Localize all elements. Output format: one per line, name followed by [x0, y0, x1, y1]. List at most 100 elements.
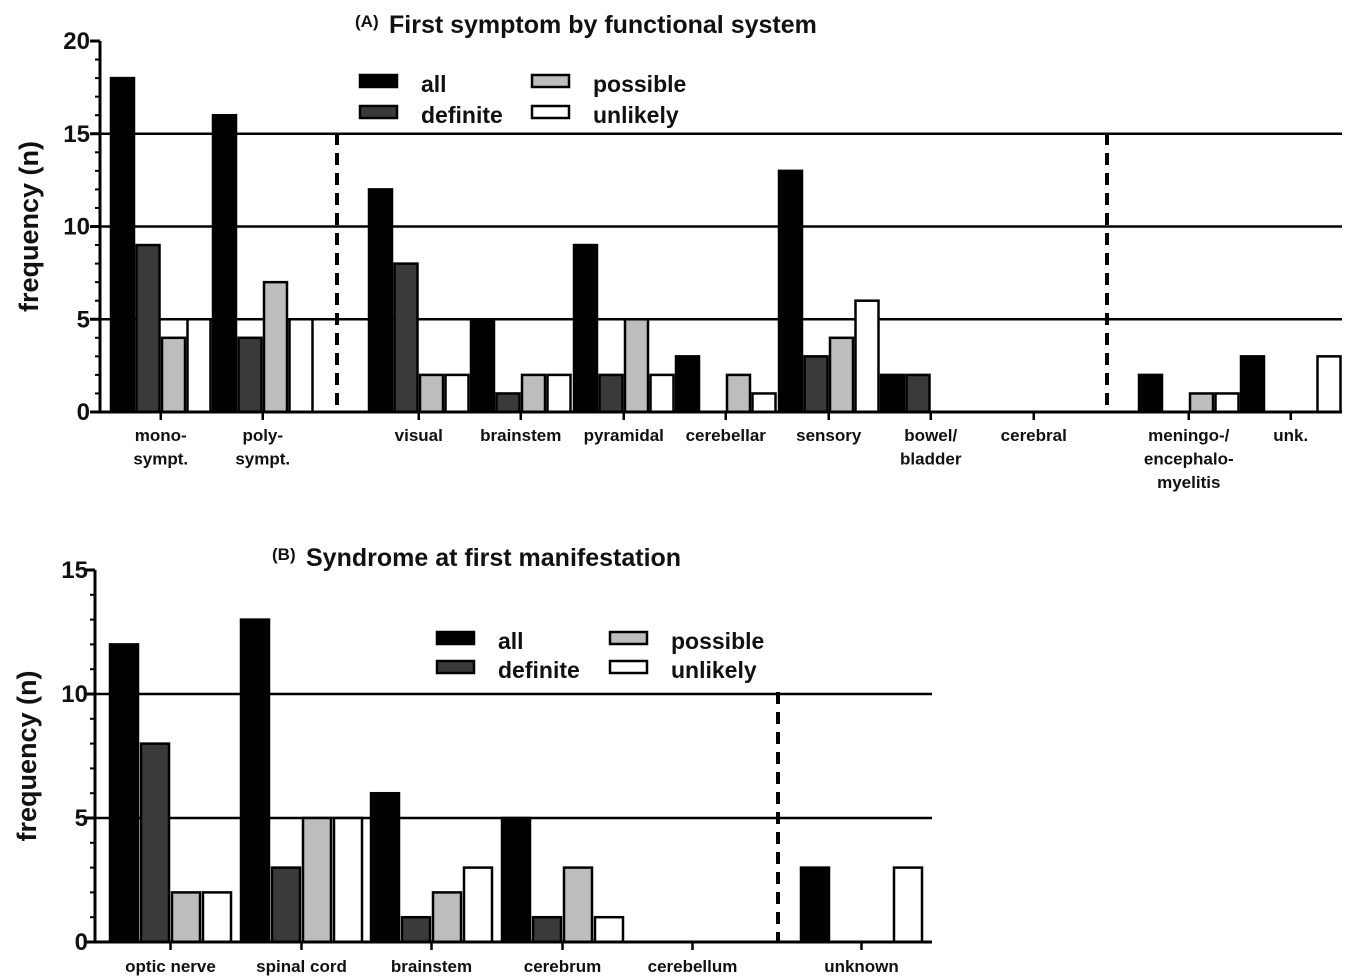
bar-possible [623, 318, 650, 414]
legend: all definite possible unlikely [358, 71, 686, 128]
bar-unlikely [332, 816, 364, 944]
bar-all [674, 355, 701, 414]
bar-definite [270, 866, 302, 944]
bar-possible [828, 336, 855, 414]
chart-title: First symptom by functional system [389, 11, 817, 39]
bar-unlikely [649, 373, 675, 414]
bar-possible [301, 816, 333, 944]
bar-possible [1188, 392, 1215, 414]
bar-unlikely [751, 392, 777, 414]
x-tick-label: cerebellum [648, 957, 738, 976]
y-axis-label: frequency (n) [12, 670, 42, 841]
legend-swatch-definite [435, 659, 476, 675]
x-tick-label: bladder [900, 450, 962, 469]
bar-all [211, 113, 238, 414]
bar-definite [237, 336, 263, 414]
bar-all [799, 866, 831, 944]
bar-all [500, 816, 532, 944]
bar-definite [803, 355, 829, 414]
legend-swatch-all [358, 73, 399, 89]
bar-all [239, 618, 271, 944]
x-tick-label: cerebellar [686, 426, 767, 445]
panel-label: (A) [355, 12, 379, 31]
legend-swatch-definite [358, 104, 399, 120]
bar-possible [170, 891, 202, 944]
y-tick-label: 10 [63, 214, 90, 241]
x-tick-label: unk. [1273, 426, 1308, 445]
legend-label-all: all [498, 628, 524, 654]
bar-all [879, 373, 906, 414]
chart-panel-b: 0 5 10 15 frequency (n) optic nerve spinal cor… [12, 544, 932, 976]
bar-unlikely [186, 318, 212, 414]
y-tick-label: 20 [63, 28, 90, 55]
bar-all [777, 169, 804, 414]
y-tick-label: 0 [77, 399, 90, 426]
bar-all [109, 76, 136, 414]
bar-all [108, 643, 140, 944]
bar-unlikely [462, 866, 494, 944]
bar-definite [531, 915, 563, 944]
x-tick-label: sensory [796, 426, 862, 445]
bar-all [1137, 373, 1164, 414]
bar-definite [400, 915, 432, 944]
x-tick-label: sympt. [133, 450, 188, 469]
bar-unlikely [854, 299, 880, 414]
legend-swatch-all [435, 630, 476, 646]
bar-definite [135, 243, 161, 414]
bar-unlikely [1214, 392, 1240, 414]
x-tick-label: bowel/ [904, 426, 957, 445]
legend: all definite possible unlikely [435, 628, 764, 683]
x-tick-label: pyramidal [584, 426, 664, 445]
bar-definite [905, 373, 931, 414]
bar-definite [598, 373, 624, 414]
bar-unlikely [201, 891, 233, 944]
x-tick-label: mono- [135, 426, 187, 445]
bar-all [572, 243, 599, 414]
bar-possible [431, 891, 463, 944]
y-axis-label: frequency (n) [14, 141, 44, 312]
legend-swatch-unlikely [530, 104, 571, 120]
bar-unlikely [1316, 355, 1342, 414]
y-tick-label: 5 [75, 805, 88, 832]
legend-label-unlikely: unlikely [671, 657, 757, 683]
bar-all [369, 791, 401, 944]
x-tick-label: cerebrum [524, 957, 601, 976]
legend-swatch-possible [530, 73, 571, 89]
panel-label: (B) [272, 545, 296, 564]
legend-label-definite: definite [421, 102, 503, 128]
x-tick-label: meningo-/ [1148, 426, 1229, 445]
chart-title: Syndrome at first manifestation [306, 544, 681, 572]
bar-all [367, 188, 394, 414]
y-tick-label: 10 [61, 681, 88, 708]
y-tick-label: 5 [77, 306, 90, 333]
bar-definite [495, 392, 521, 414]
x-tick-label: unknown [824, 957, 899, 976]
bar-unlikely [546, 373, 572, 414]
bar-possible [262, 280, 289, 414]
legend-label-possible: possible [593, 71, 686, 97]
bar-unlikely [288, 318, 314, 414]
x-tick-label: optic nerve [125, 957, 216, 976]
x-tick-label: brainstem [391, 957, 472, 976]
bar-possible [418, 373, 445, 414]
bar-possible [562, 866, 594, 944]
x-tick-label: sympt. [235, 450, 290, 469]
legend-label-unlikely: unlikely [593, 102, 679, 128]
bar-possible [160, 336, 187, 414]
bar-possible [520, 373, 547, 414]
legend-label-all: all [421, 71, 447, 97]
bar-unlikely [892, 866, 924, 944]
x-tick-label: visual [395, 426, 443, 445]
y-tick-label: 0 [75, 929, 88, 956]
chart-panel-a: 0 5 10 15 20 frequency (n) mono-sympt. poly-sym… [14, 11, 1342, 492]
bar-unlikely [444, 373, 470, 414]
x-tick-label: cerebral [1001, 426, 1067, 445]
legend-label-possible: possible [671, 628, 764, 654]
x-tick-label: spinal cord [256, 957, 347, 976]
bar-all [469, 318, 496, 414]
y-tick-label: 15 [63, 121, 90, 148]
bar-all [1239, 355, 1266, 414]
x-tick-label: encephalo- [1144, 450, 1234, 469]
x-tick-label: poly- [242, 426, 283, 445]
bar-unlikely [593, 915, 625, 944]
